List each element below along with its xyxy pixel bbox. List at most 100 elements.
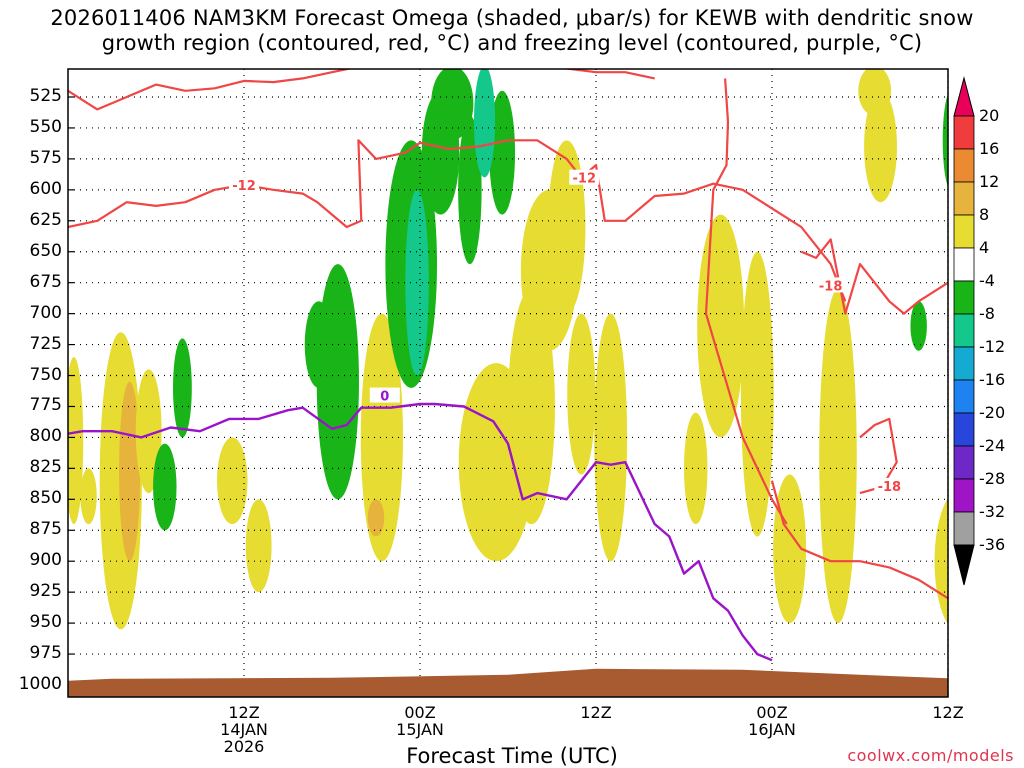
omega-shade-25 [567,313,596,475]
colorbar-swatch-13 [953,511,975,546]
colorbar-label: -20 [979,403,1006,422]
contour-label-bg-2 [815,277,846,293]
y-tick-label: 975 [29,643,62,664]
colorbar-swatch-2 [953,148,975,183]
omega-shade-17 [458,115,482,265]
colorbar-label: -24 [979,436,1006,455]
x-tick-label: 00Z 15JAN [380,704,460,755]
colorbar-swatch-1 [953,115,975,150]
y-tick-label: 775 [29,395,62,416]
omega-shade-6 [153,443,177,531]
x-tick-label-line: 12Z [228,703,260,722]
y-tick-label: 575 [29,147,62,168]
dgz-upper-descend [580,164,847,302]
omega-shade-0 [68,356,84,525]
omega-shade-12 [367,499,385,537]
dgz-minus12-mid [357,139,583,221]
credit-link[interactable]: coolwx.com/models [847,746,1014,765]
chart-title-line1: 2026011406 NAM3KM Forecast Omega (shaded… [50,6,974,30]
omega-shade-26 [684,412,708,525]
y-tick-label: 825 [29,457,62,478]
colorbar-bottom-arrow [953,544,975,586]
omega-shade-30 [819,288,857,624]
omega-shade-8 [245,499,272,593]
colorbar-label: -16 [979,370,1006,389]
contour-label-bg-1 [569,169,600,185]
y-tick-label: 750 [29,364,62,385]
x-tick-label-line: 12Z [580,703,612,722]
y-tick-label: 600 [29,178,62,199]
y-tick-label: 675 [29,271,62,292]
omega-shade-27 [697,214,745,438]
dgz-upper-contour [68,69,655,111]
y-tick-label: 725 [29,333,62,354]
y-tick-label: 700 [29,302,62,323]
dgz-descend-1 [704,78,788,525]
contour-layer: -12 -12 -18 -18 0 [68,69,948,662]
contour-label-bg-0 [229,177,259,193]
contour-label-3: -18 [878,480,902,495]
omega-shade-37 [1011,561,1024,660]
colorbar-swatch-7 [953,313,975,348]
omega-shade-5 [173,338,192,438]
y-tick-label: 525 [29,86,62,106]
x-tick-label-line: 15JAN [396,720,444,739]
x-tick-label-line: 12Z [932,703,964,722]
colorbar-label: 12 [979,172,1000,191]
colorbar-label: 16 [979,139,1000,158]
colorbar-label: -32 [979,502,1006,521]
colorbar-swatch-5 [953,247,975,282]
omega-shade-7 [217,437,248,525]
freezing-level-line [68,402,773,662]
x-tick-label: 12Z [908,704,988,755]
omega-shade-3 [119,381,141,562]
terrain-layer [68,668,948,697]
omega-shade-31 [864,90,897,203]
colorbar-label: -36 [979,535,1006,554]
chart-title-line2: growth region (contoured, red, °C) and f… [101,31,923,55]
colorbar-swatch-6 [953,280,975,315]
dgz-right-top [800,238,948,315]
x-tick-label-line: 16JAN [748,720,796,739]
omega-shade-16 [431,69,474,141]
omega-shade-1 [80,468,97,525]
y-tick-label: 850 [29,488,62,509]
plot-frame [67,68,949,698]
contour-label-0: -12 [232,179,256,194]
colorbar-swatch-4 [953,214,975,249]
y-tick-label: 625 [29,209,62,230]
x-tick-label-line [556,721,636,738]
x-tick-label-line: 2026 [223,737,265,756]
colorbar-label: 20 [979,106,1000,125]
colorbar-label: 8 [979,205,990,224]
x-tick-label-line [908,721,988,738]
x-tick-label: 12Z [556,704,636,755]
omega-shade-34 [942,94,948,187]
colorbar-swatch-10 [953,412,975,447]
colorbar-label: -28 [979,469,1006,488]
terrain-fill [68,668,948,697]
colorbar-swatch-11 [953,445,975,480]
x-tick-label: 00Z 16JAN [732,704,812,755]
omega-shade-32 [858,69,892,116]
y-tick-label: 900 [29,550,62,571]
y-tick-label: 800 [29,426,62,447]
omega-shade-18 [489,90,516,215]
y-tick-label: 925 [29,581,62,602]
y-tick-label: 650 [29,240,62,261]
contour-label-4: 0 [380,390,389,405]
omega-shade-24 [594,313,628,562]
omega-shade-4 [135,369,162,494]
colorbar-swatch-12 [953,478,975,513]
omega-shade-14 [405,189,429,376]
colorbar-label: 4 [979,238,990,257]
colorbar-swatch-8 [953,346,975,381]
omega-shading-layer [68,69,1024,660]
colorbar-top-arrow [953,76,975,117]
colorbar-label: -12 [979,337,1006,356]
colorbar [953,76,975,586]
omega-shade-23 [547,140,586,314]
contour-label-bg-4 [369,387,400,403]
y-tick-label: 875 [29,519,62,540]
